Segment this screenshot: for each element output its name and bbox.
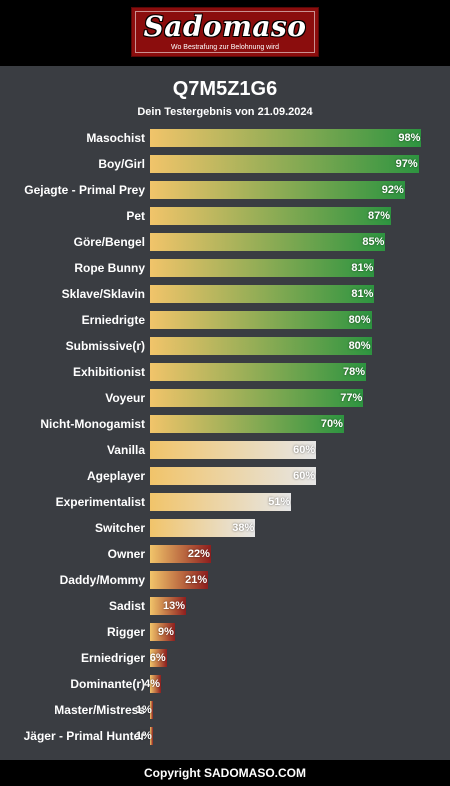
bar-label: Rope Bunny [74, 261, 145, 275]
bar [150, 337, 372, 355]
bar-label: Dominante(r) [70, 677, 145, 691]
bar-label: Sklave/Sklavin [61, 287, 145, 301]
bar [150, 675, 162, 693]
bar [150, 311, 372, 329]
bar-label: Ageplayer [86, 469, 145, 483]
bar-value: 60% [293, 470, 316, 482]
bar [150, 129, 422, 147]
bar [150, 701, 153, 719]
bar-value: 80% [348, 340, 371, 352]
bar-value: 13% [162, 600, 185, 612]
bar-label: Jäger - Primal Hunter [23, 729, 145, 743]
bar [150, 415, 344, 433]
bar [150, 649, 167, 667]
bar-value: 92% [381, 184, 404, 196]
bar-value: 80% [348, 314, 371, 326]
bar-label: Voyeur [105, 391, 145, 405]
bar [150, 623, 175, 641]
bar-value: 60% [293, 444, 316, 456]
bar-value: 81% [351, 288, 374, 300]
bar-label: Switcher [94, 521, 145, 535]
bar-label: Owner [107, 547, 145, 561]
bar-label: Pet [126, 209, 145, 223]
bar-label: Submissive(r) [65, 339, 145, 353]
logo-frame [135, 11, 315, 53]
bar-label: Erniedriger [80, 651, 145, 665]
logo-tagline: Wo Bestrafung zur Belohnung wird [170, 44, 280, 51]
bar-label: Exhibitionist [73, 365, 145, 379]
bar-value: 1% [135, 704, 152, 716]
bar-value: 87% [367, 210, 390, 222]
bar-label: Vanilla [106, 443, 145, 457]
bar [150, 519, 256, 537]
bar-label: Erniedrigte [81, 313, 145, 327]
bar-value: 97% [395, 158, 418, 170]
bar-value: 22% [187, 548, 210, 560]
bar-label: Rigger [106, 625, 145, 639]
bar [150, 545, 211, 563]
bar [150, 207, 391, 225]
bar-value: 38% [232, 522, 255, 534]
bar-value: 81% [351, 262, 374, 274]
bar [150, 727, 153, 745]
bar [150, 285, 375, 303]
bar-label: Master/Mistress [54, 703, 145, 717]
bar-label: Sadist [108, 599, 145, 613]
header: Sadomaso Wo Bestrafung zur Belohnung wir… [0, 0, 450, 66]
bar-value: 85% [362, 236, 385, 248]
bar-label: Nicht-Monogamist [40, 417, 145, 431]
bar-label: Experimentalist [55, 495, 145, 509]
bar-label: Daddy/Mommy [59, 573, 145, 587]
bar-value: 70% [320, 418, 343, 430]
bar-label: Gejagte - Primal Prey [24, 183, 145, 197]
bar [150, 181, 405, 199]
bar-value: 51% [268, 496, 291, 508]
bar [150, 597, 186, 615]
footer-copyright: Copyright SADOMASO.COM [0, 760, 450, 786]
bar-value: 6% [149, 652, 166, 664]
bar [150, 259, 375, 277]
result-date: Dein Testergebnis von 21.09.2024 [137, 106, 313, 118]
bar-value: 78% [343, 366, 366, 378]
bar-value: 77% [340, 392, 363, 404]
site-logo[interactable]: Sadomaso Wo Bestrafung zur Belohnung wir… [131, 7, 319, 57]
bar-label: Göre/Bengel [73, 235, 145, 249]
bar [150, 571, 209, 589]
bar [150, 233, 386, 251]
bar [150, 441, 317, 459]
logo-text: Sadomaso [143, 10, 307, 43]
bar-value: 21% [185, 574, 208, 586]
bar [150, 363, 367, 381]
bar-value: 98% [398, 132, 421, 144]
bar [150, 493, 292, 511]
bar-value: 4% [144, 678, 161, 690]
bar-value: 1% [135, 730, 152, 742]
bar-label: Masochist [86, 131, 145, 145]
bar [150, 467, 317, 485]
result-code: Q7M5Z1G6 [172, 78, 278, 100]
bar-value: 9% [158, 626, 174, 638]
bar-label: Boy/Girl [98, 157, 145, 171]
bar [150, 389, 364, 407]
bar [150, 155, 419, 173]
